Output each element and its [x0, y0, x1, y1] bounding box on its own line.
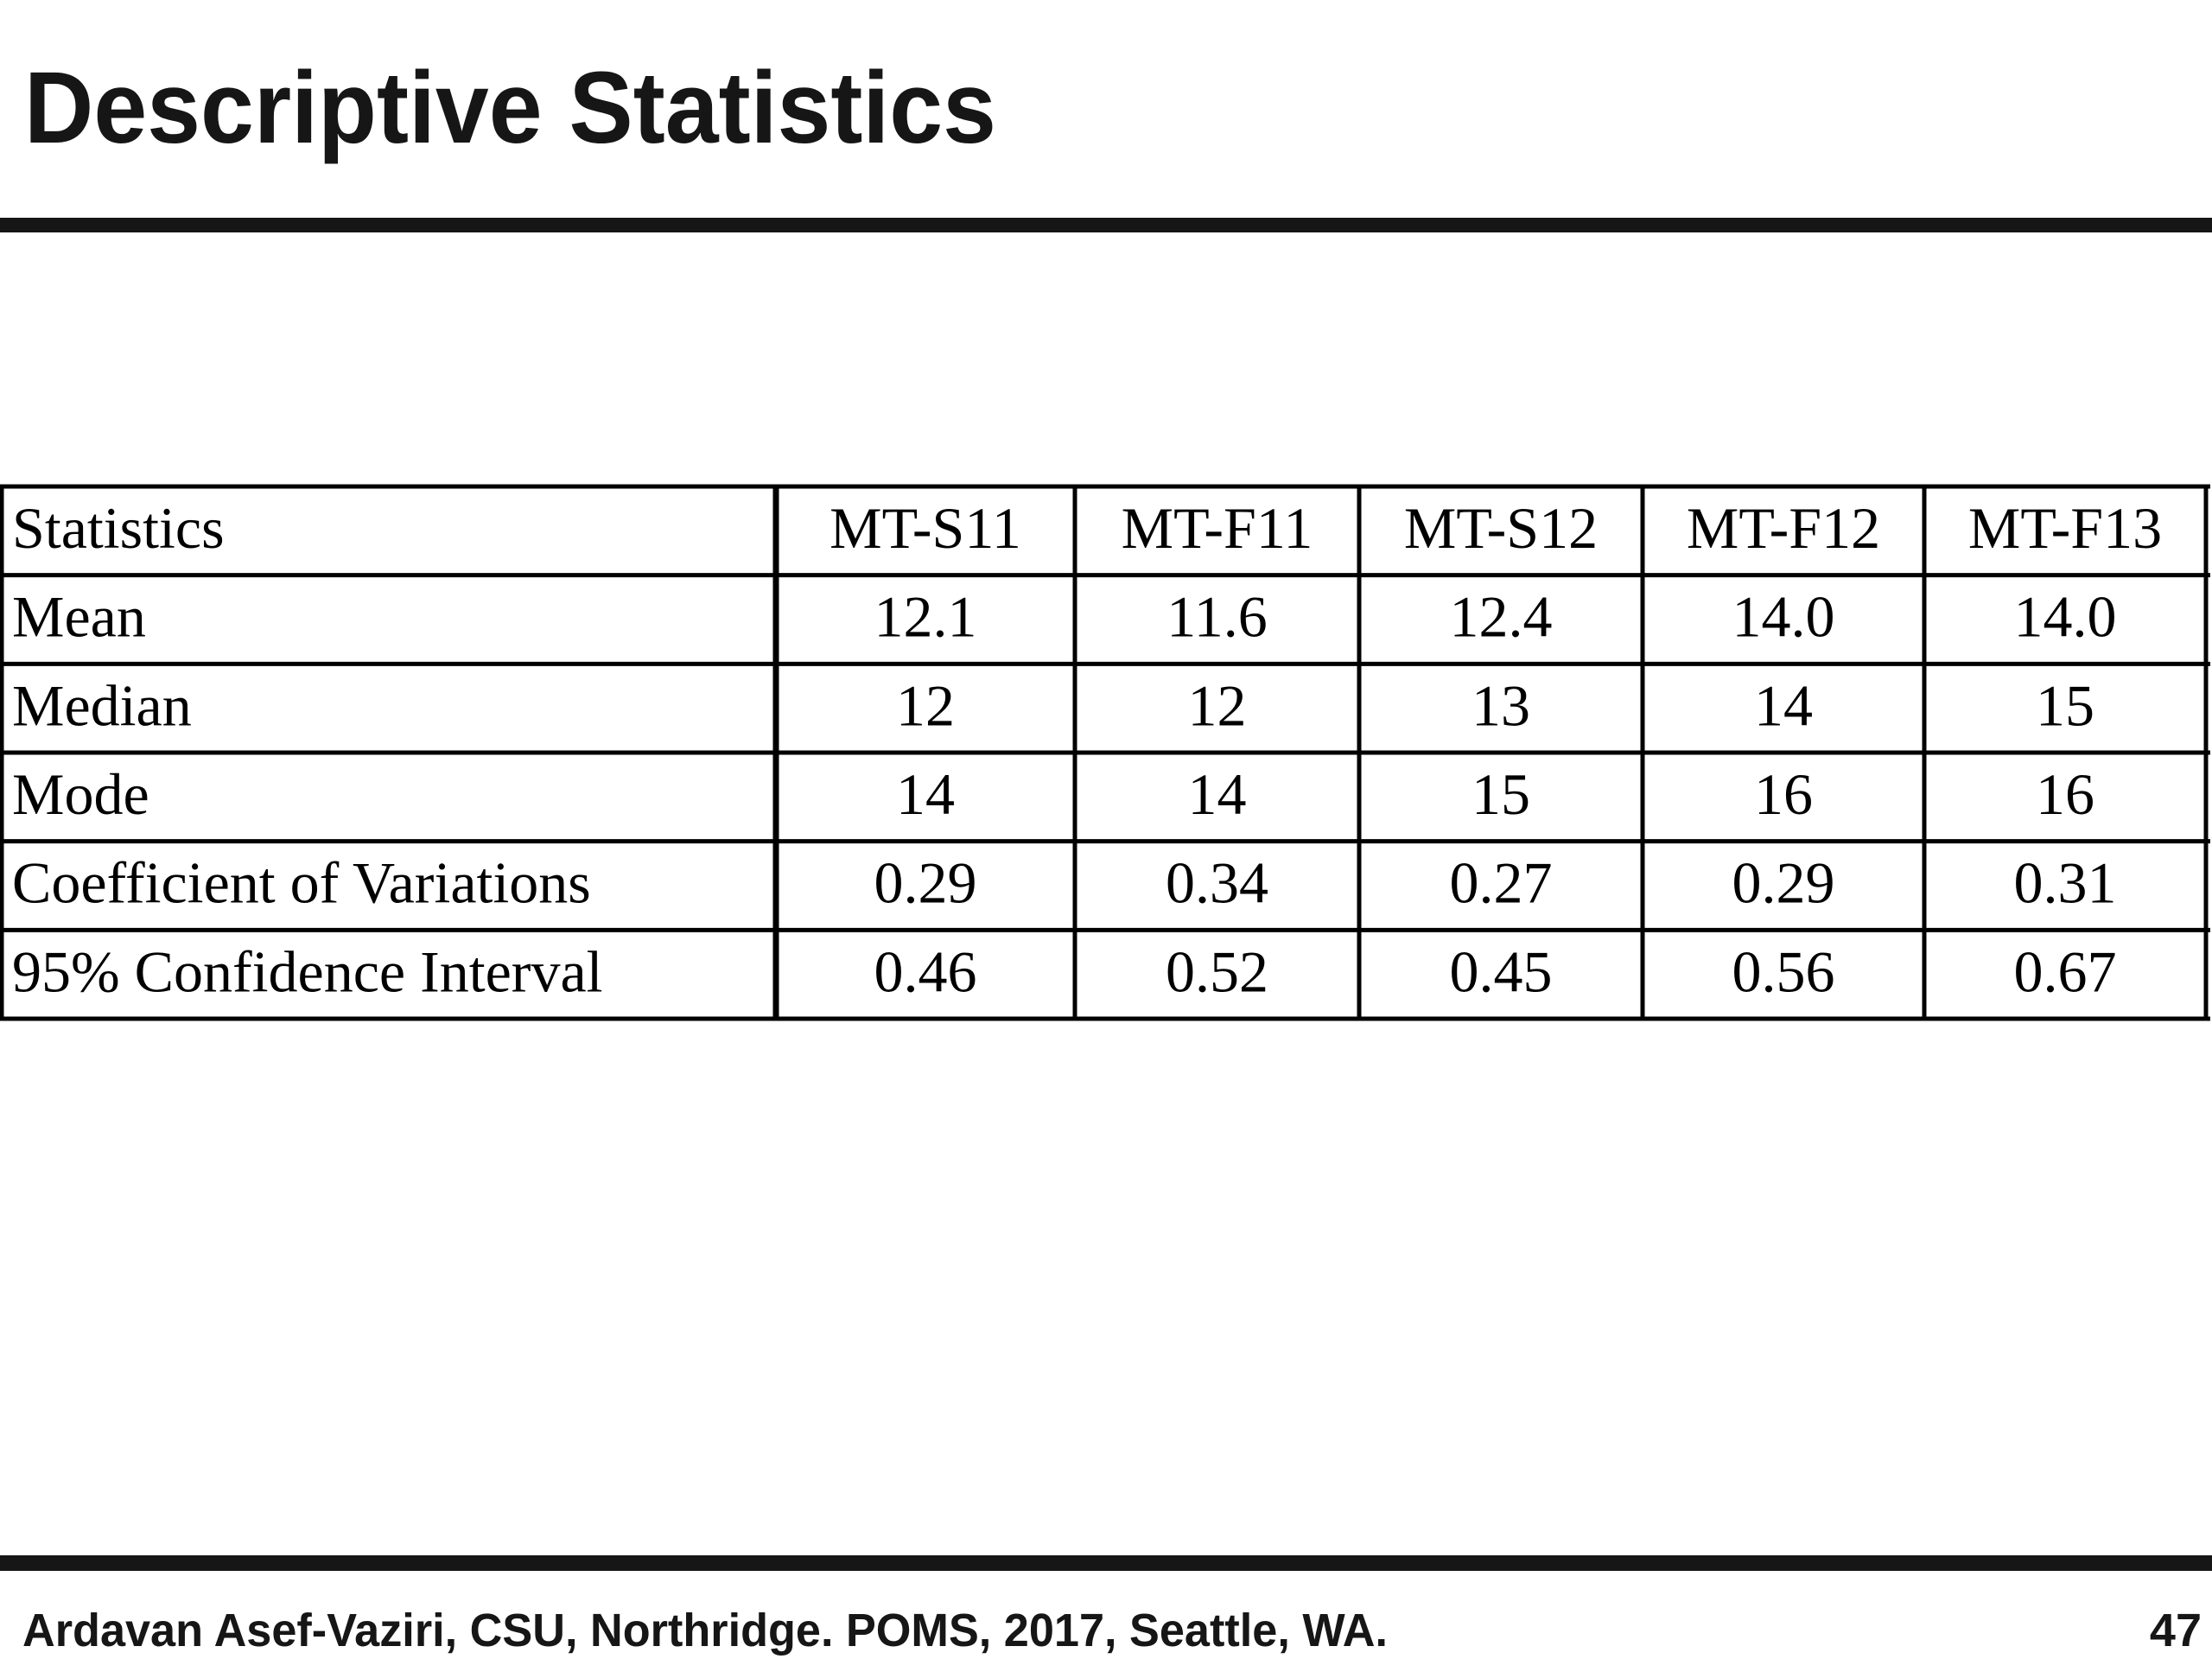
cell-text: 14 — [896, 761, 955, 827]
cell-text: 14 — [1188, 761, 1247, 827]
cell-text: 0.56 — [1732, 938, 1835, 1004]
cell-text: 0.45 — [1450, 938, 1553, 1004]
cell-text: Mode — [12, 761, 149, 827]
cell-text: MT-F13 — [1968, 495, 2162, 561]
cell-text: 0.27 — [1450, 850, 1553, 916]
cell-text: 0.31 — [2014, 850, 2117, 916]
cell-text: 12.4 — [1450, 584, 1553, 650]
cell-text: MT-S11 — [830, 495, 1021, 561]
cell-text: 0.46 — [874, 938, 977, 1004]
cell-text: Mean — [12, 584, 146, 650]
cell-text: 11.6 — [1166, 584, 1267, 650]
cell-text: 16 — [1754, 761, 1813, 827]
cell-text: 0.52 — [1166, 938, 1268, 1004]
bottom-rule — [0, 1555, 2212, 1571]
cell-text: 13 — [1471, 672, 1530, 738]
cell-text: 0.34 — [1166, 850, 1268, 916]
cell-text: 0.29 — [1732, 850, 1835, 916]
cell-text: 12 — [896, 672, 955, 738]
cell-text: 12 — [1188, 672, 1247, 738]
cell-text: 15 — [1471, 761, 1530, 827]
cell-text: 95% Confidence Interval — [12, 938, 603, 1004]
top-rule — [0, 218, 2212, 232]
cell-text: 14.0 — [2014, 584, 2117, 650]
cell-text: Median — [12, 672, 192, 738]
stats-table: Statistics MT-S11 MT-F11 MT-S12 MT-F12 MT-F13… — [0, 484, 2210, 1021]
cell-text: MT-S12 — [1404, 495, 1598, 561]
cell-text: 14 — [1754, 672, 1813, 738]
cell-text: 14.0 — [1732, 584, 1835, 650]
cell-text: Statistics — [12, 495, 225, 561]
cell-text: 12.1 — [874, 584, 977, 650]
cell-text: 0.29 — [874, 850, 977, 916]
cell-text: MT-F12 — [1687, 495, 1880, 561]
cell-text: 0.67 — [2014, 938, 2117, 1004]
cell-text: MT-F11 — [1122, 495, 1313, 561]
slide-title: Descriptive Statistics — [24, 51, 996, 165]
cell-text: Coefficient of Variations — [12, 850, 591, 916]
page-number: 47 — [2150, 1605, 2202, 1656]
cell-text: 16 — [2036, 761, 2094, 827]
cell-text: 15 — [2036, 672, 2094, 738]
footer-text: Ardavan Asef-Vaziri, CSU, Northridge. PO… — [22, 1605, 1388, 1656]
